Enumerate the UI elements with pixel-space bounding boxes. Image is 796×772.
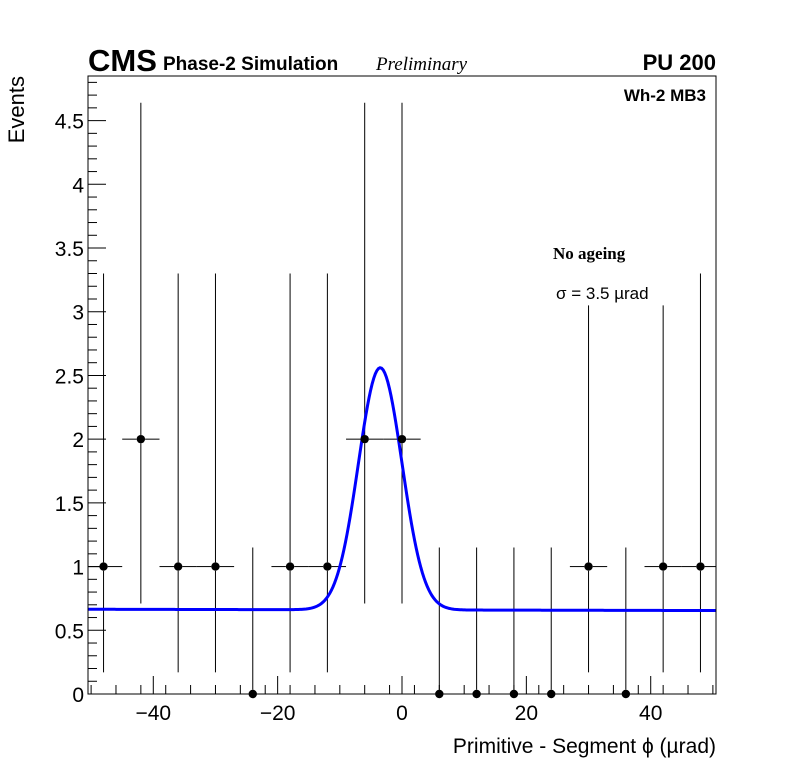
data-point	[360, 434, 369, 444]
y-tick-label: 1.5	[55, 493, 84, 516]
condition-label: No ageing	[553, 244, 626, 263]
status-label: Preliminary	[375, 54, 468, 75]
x-axis-title: Primitive - Segment ϕ (µrad)	[453, 735, 716, 758]
fit-curve	[88, 366, 716, 613]
axes-layer: −40 −20 0 20 40 0 0.5 1 1.5 2 2.5 3 3.5 4 4.5	[55, 81, 714, 725]
data-point	[584, 562, 593, 571]
data-point	[173, 562, 183, 571]
y-tick-label: 3	[72, 302, 84, 325]
pileup-label: PU 200	[643, 50, 716, 75]
y-tick-label: 2.5	[55, 365, 84, 388]
x-tick-label: 20	[515, 702, 538, 725]
y-tick-label: 0	[72, 684, 84, 707]
plot-frame	[87, 75, 717, 695]
data-point	[136, 434, 146, 444]
data-point	[285, 562, 295, 571]
x-tick-label: 0	[396, 702, 408, 725]
y-axis-title: Events	[4, 76, 29, 143]
simulation-label: Phase-2 Simulation	[163, 54, 338, 75]
y-tick-label: 0.5	[55, 620, 84, 643]
resolution-label: σ = 3.5 µrad	[556, 284, 649, 303]
data-point	[397, 434, 407, 444]
experiment-label: CMS	[88, 43, 157, 78]
x-tick-label: −20	[260, 702, 296, 725]
region-label: Wh-2 MB3	[624, 86, 706, 105]
data-point	[696, 562, 705, 571]
y-tick-label: 3.5	[55, 238, 84, 261]
x-tick-label: 40	[639, 702, 662, 725]
y-tick-label: 4.5	[55, 111, 84, 134]
y-tick-label: 4	[72, 174, 84, 197]
data-point	[658, 562, 668, 571]
data-point	[99, 562, 108, 571]
fit-layer	[88, 366, 716, 613]
data-point	[211, 562, 220, 571]
y-tick-label: 1	[72, 557, 84, 580]
data-point	[323, 562, 332, 571]
x-tick-label: −40	[135, 702, 171, 725]
data-points-layer	[99, 434, 705, 699]
y-tick-label: 2	[72, 429, 84, 452]
